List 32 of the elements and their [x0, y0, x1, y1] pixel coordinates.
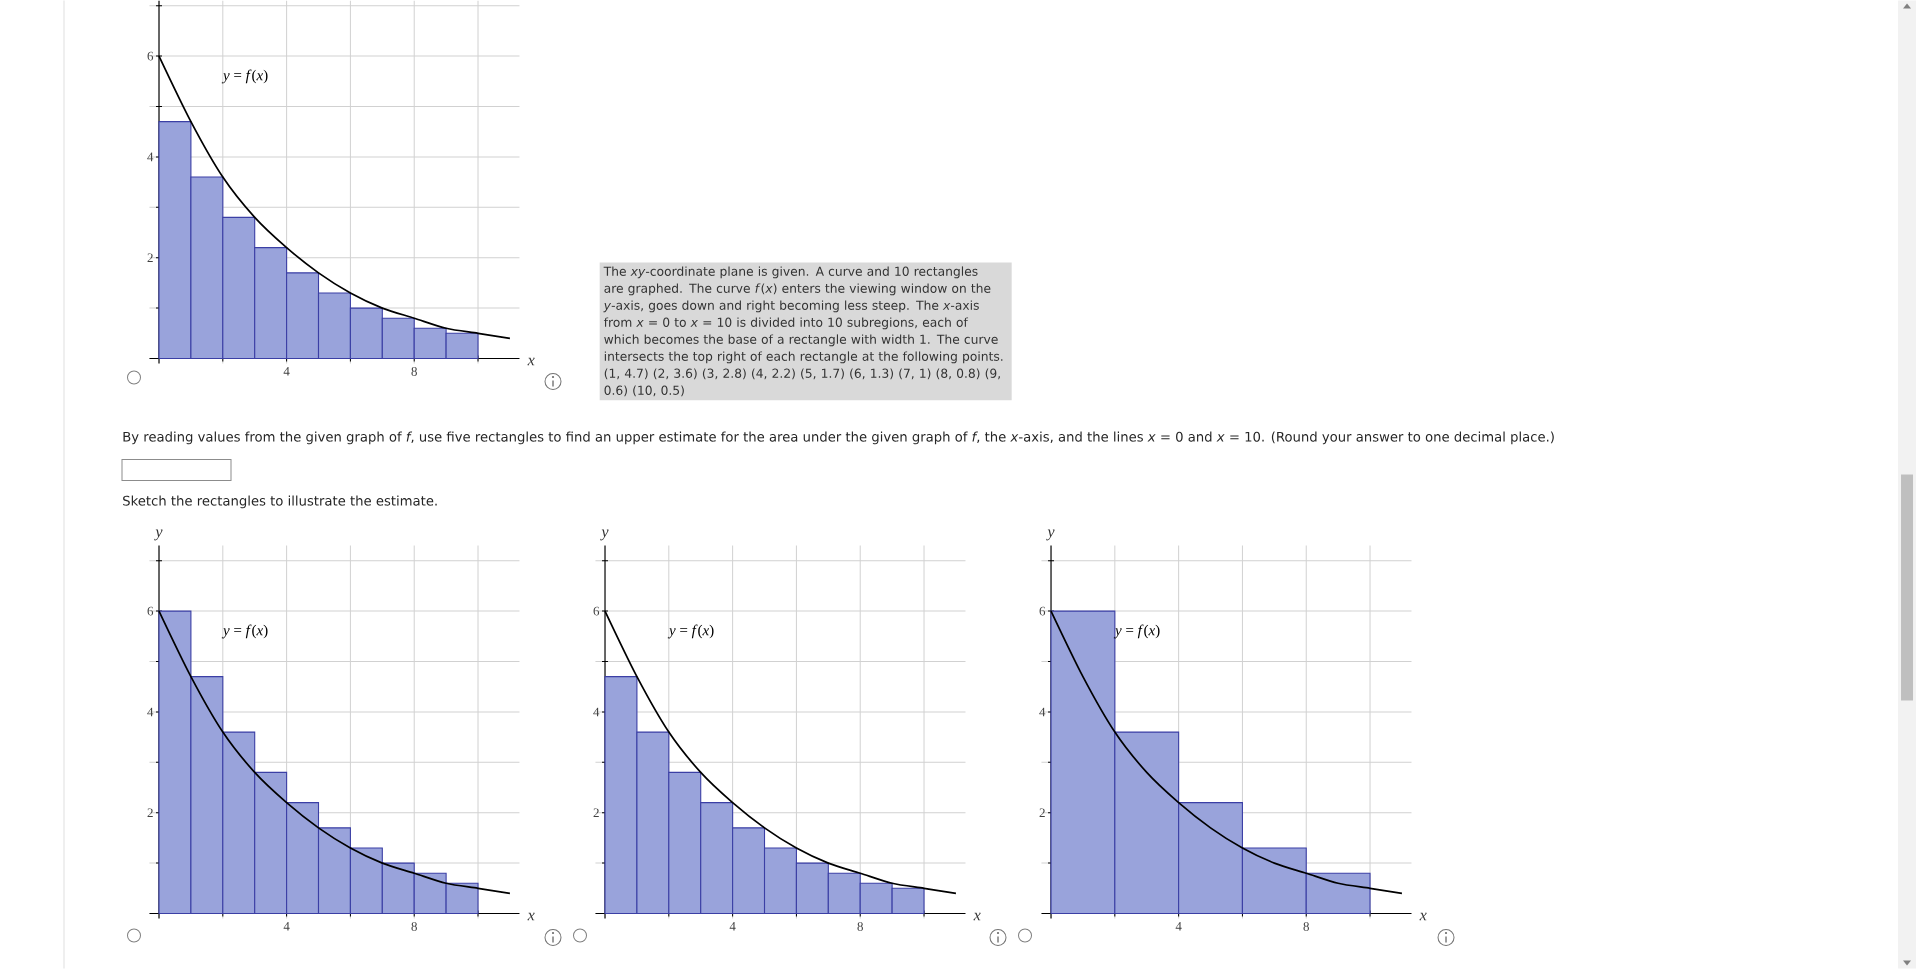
y-tick-label: 2	[147, 808, 153, 818]
annotation: y = f(x)	[221, 624, 268, 639]
x-axis-title: x	[527, 357, 535, 366]
y-tick-label: 4	[1039, 707, 1046, 717]
y-tick-label: 4	[147, 707, 154, 717]
y-tick-label: 6	[147, 51, 154, 61]
text: By reading values from the given graph of f, use five rectangles to find an upper estimate for the area under the given graph of f, the x-axis, and the lines x = 0 and x = 10. (Round your answer to one decimal place.)	[123, 431, 1554, 445]
x-tick-label: 8	[857, 922, 863, 931]
x-tick-label: 8	[411, 367, 417, 376]
y-tick-label: 6	[147, 606, 154, 616]
y-tick-label: 6	[1039, 606, 1046, 616]
x-axis-title: x	[973, 912, 981, 921]
text: The xy-coordinate plane is given. A curve and 10 rectangles are graphed. The curve f(x) enters the viewing window on the y-axis, goes down and right becoming less steep. The x-axis from x = 0 to x = 10 is divided into 10 subregions, each of which becomes the base of a rectangle with width 1. The curve intersects the top right of each rectangle at the following points. (1, 4.7) (2, 3.6) (3, 2.8) (4, 2.2) (5, 1.7) (6, 1.3) (7, 1) (8, 0.8) (9, 0.6) (10, 0.5)	[603, 266, 1003, 397]
y-axis-title: y	[154, 529, 163, 541]
y-tick-label: 2	[593, 808, 599, 818]
x-tick-label: 4	[729, 922, 736, 931]
x-axis-title: x	[527, 912, 535, 921]
y-tick-label: 6	[593, 606, 600, 616]
annotation: y = f(x)	[221, 69, 268, 84]
annotation: y = f(x)	[667, 624, 714, 639]
y-tick-label: 2	[1039, 808, 1045, 818]
x-tick-label: 4	[283, 922, 290, 931]
y-tick-label: 2	[147, 253, 153, 263]
y-tick-label: 4	[593, 707, 600, 717]
y-tick-label: 4	[147, 152, 154, 162]
x-tick-label: 8	[411, 922, 417, 931]
x-tick-label: 8	[1303, 922, 1309, 931]
y-axis-title: y	[600, 529, 609, 541]
y-axis-title: y	[1046, 529, 1055, 541]
x-tick-label: 4	[1175, 922, 1182, 931]
text: Sketch the rectangles to illustrate the estimate.	[123, 495, 437, 509]
x-axis-title: x	[1419, 912, 1427, 921]
